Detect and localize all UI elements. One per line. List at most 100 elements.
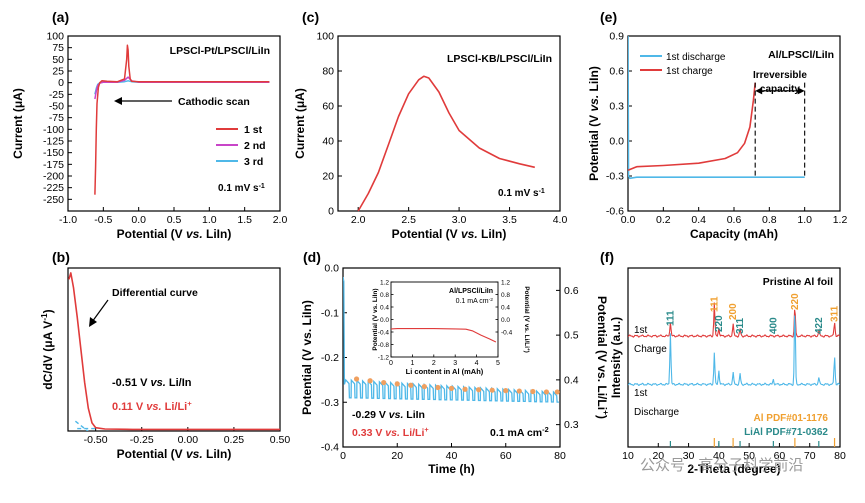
cycle-marker (408, 382, 414, 388)
text-part: 0.1 mV s (218, 183, 259, 194)
text-part: 0.1 mV s (498, 188, 539, 199)
plot-frame (67, 267, 281, 432)
arrowhead (755, 87, 763, 95)
cycle-marker (503, 388, 509, 394)
y2-tick-label: 0.5 (564, 330, 579, 342)
x-tick-label: 20 (652, 450, 664, 462)
cycle-marker (516, 388, 522, 394)
text-part: Potential (V (117, 447, 186, 461)
x-tick-label: 1.0 (797, 214, 812, 226)
x-tick-label: 0.2 (656, 214, 671, 226)
text-part: Potential (V (392, 227, 461, 241)
inset-x-tick-label: 0 (389, 360, 393, 367)
inset-y-tick-label: 0.0 (380, 317, 389, 324)
y-tick-label: -0.4 (321, 442, 339, 454)
arrowhead (797, 87, 805, 95)
series-line-1st-charge (628, 82, 756, 171)
inset-y2-tick-label: -0.4 (501, 330, 513, 337)
y-tick-label: -0.3 (321, 397, 339, 409)
series-line-1st (94, 44, 270, 195)
inset-y-tick-label: -1.2 (378, 355, 390, 362)
text-part: 0.1 mA cm (490, 427, 542, 439)
panel-label: (a) (52, 9, 69, 25)
y-tick-label: 75 (52, 42, 64, 54)
y2-tick-label: 0.3 (564, 419, 579, 431)
x-tick-label: 0.4 (691, 214, 706, 226)
text-part: + (187, 399, 192, 408)
inset-y2-tick-label: 0.8 (501, 292, 510, 299)
text-part: Li/Li (400, 427, 425, 439)
series-label: Discharge (634, 407, 679, 418)
text-part: Potential (V (587, 112, 601, 181)
inset-y2-axis-label: Potential (V vs. Li/Li+) (523, 286, 532, 353)
annotation-text: Cathodic scan (178, 96, 250, 108)
rate-label: 0.1 mV s-1 (218, 183, 265, 195)
y-tick-label: -0.1 (321, 307, 339, 319)
text-part: vs. (151, 377, 166, 389)
text-part: LiIn) (203, 227, 232, 241)
text-part: vs. (186, 227, 203, 241)
text-part: -1 (259, 183, 265, 190)
text-part: vs. (389, 409, 404, 421)
al-peak-label: 111 (709, 296, 720, 312)
inset-title: Al/LPSCl/LiIn (449, 288, 493, 295)
y-tick-label: -100 (43, 124, 64, 136)
y-axis-label: Current (μA) (293, 88, 307, 159)
cycle-marker (367, 378, 373, 384)
discharge-pattern (628, 315, 840, 387)
text-part: dC/dV (μA V (41, 321, 55, 390)
cycle-marker (353, 376, 360, 382)
x-tick-label: 2.0 (273, 214, 288, 226)
inset-y-tick-label: -0.4 (378, 330, 390, 337)
inset-y-axis-label: Potential (V vs. LiIn) (372, 288, 379, 350)
cycle-marker (476, 387, 482, 393)
text-part: ) (595, 415, 609, 419)
panel-title: Pristine Al foil (763, 276, 833, 288)
text-part: -1 (39, 313, 49, 321)
y-tick-label: 100 (46, 31, 64, 43)
x-tick-label: 0.5 (167, 214, 182, 226)
y-tick-label: -0.3 (606, 171, 624, 183)
plot-frame (627, 35, 841, 212)
onset-label-2: 0.11 V vs. Li/Li+ (112, 399, 192, 414)
cycle-marker (530, 388, 536, 395)
y-tick-label: -25 (49, 89, 64, 101)
y2-tick-label: 0.4 (564, 374, 579, 386)
y-axis-label: Intensity (a.u.) (609, 317, 623, 398)
y-tick-label: 50 (52, 54, 64, 66)
panel-label: (f) (600, 249, 614, 265)
x-tick-label: 80 (554, 450, 566, 462)
panel-label: (c) (302, 9, 319, 25)
x-axis-label: Time (h) (428, 462, 474, 476)
cycle-marker (435, 384, 441, 391)
x-tick-label: 0.0 (621, 214, 636, 226)
rate-label: 0.1 mV s-1 (498, 188, 545, 200)
inset-y2-tick-label: 0.4 (501, 305, 510, 312)
x-axis-label: Potential (V vs. LiIn) (117, 447, 232, 461)
inset-x-tick-label: 4 (475, 360, 479, 367)
x-tick-label: 1.0 (202, 214, 217, 226)
y-tick-label: 20 (322, 171, 334, 183)
legend-label: 1st charge (666, 66, 713, 77)
text-part: LiIn (403, 409, 425, 421)
x-tick-label: 60 (500, 450, 512, 462)
current-curve (357, 75, 535, 212)
y-tick-label: 0.6 (609, 66, 624, 78)
text-part: 0.33 V (352, 427, 385, 439)
cycle-marker (448, 385, 455, 391)
lial-peak-label: 220 (714, 315, 725, 332)
text-part: ) (41, 309, 55, 313)
y-tick-label: -50 (49, 101, 64, 113)
y-tick-label: -200 (43, 171, 64, 183)
panel-label: (e) (600, 9, 617, 25)
lial-peak-label: 422 (814, 317, 825, 334)
y-tick-label: -0.6 (606, 206, 624, 218)
inset-x-tick-label: 5 (496, 360, 500, 367)
y2-axis-label: Potential (V vs. Li/Li+) (595, 296, 611, 419)
y-tick-label: 0.0 (324, 263, 339, 275)
text-part: Potential (V vs. Li/Li (523, 286, 530, 348)
panel-label: (d) (303, 249, 321, 265)
x-tick-label: -1.0 (59, 214, 77, 226)
arrowhead (89, 317, 97, 327)
x-tick-label: -0.25 (130, 434, 154, 446)
